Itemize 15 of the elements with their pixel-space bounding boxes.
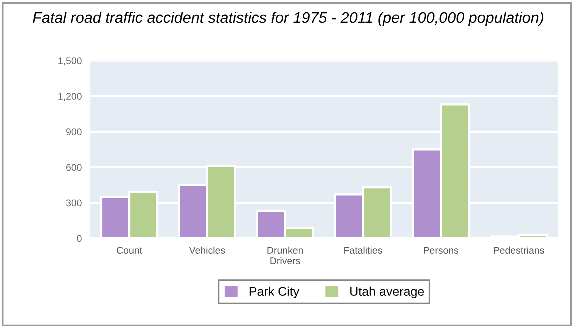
x-tick-label: Persons — [424, 247, 459, 254]
y-tick-label: 1,200 — [58, 93, 82, 102]
x-tick-label: Count — [117, 247, 142, 254]
x-tick-label: Drunken Drivers — [268, 246, 304, 264]
y-tick-label: 300 — [66, 200, 82, 207]
chart-title: Fatal road traffic accident statistics for 1975 - 2011 (per 100,000 population) — [33, 12, 544, 26]
legend-label: Park City — [250, 286, 300, 299]
y-tick-label: 600 — [66, 164, 82, 172]
x-tick-label: Pedestrians — [494, 246, 544, 254]
x-tick-label: Fatalities — [344, 246, 382, 254]
y-tick-label: 1,500 — [58, 58, 82, 66]
y-tick-label: 0 — [77, 235, 82, 242]
x-tick-label: Vehicles — [189, 246, 226, 254]
y-tick-label: 900 — [66, 128, 82, 136]
legend-label: Utah average — [350, 286, 424, 299]
